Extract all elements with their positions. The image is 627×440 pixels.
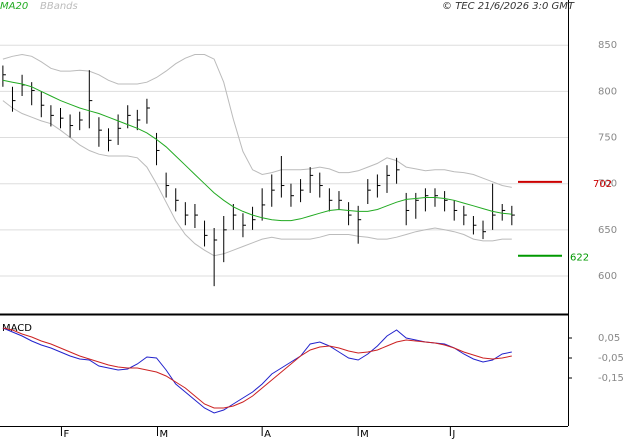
y-tick-label: 600 [598,271,617,282]
y-tick-label: 650 [598,225,617,236]
y-tick-label: -0,05 [598,353,624,364]
legend-bbands: BBands [40,1,78,12]
y-tick-label: 700 [598,179,617,190]
bband-lower [2,100,512,257]
x-tick-label: M [360,429,369,440]
x-tick-label: J [451,429,455,440]
y-tick-label: 850 [598,40,617,51]
macd-line [2,327,512,409]
macd-title: MACD [2,323,32,334]
y-tick-label: -0,15 [598,373,624,384]
legend-ma20: MA20 [0,1,28,12]
credit: © TEC 21/6/2026 3:0 GMT [442,1,575,12]
ma20-line [2,79,512,222]
x-tick-label: M [159,429,168,440]
x-tick-label: F [63,429,69,440]
level-label: 622 [570,253,589,264]
y-tick-label: 0,05 [598,333,620,344]
level-label: 702 [593,179,612,190]
y-tick-label: 750 [598,133,617,144]
y-tick-label: 800 [598,86,617,97]
x-tick-label: A [264,429,271,440]
bband-upper [2,53,512,188]
